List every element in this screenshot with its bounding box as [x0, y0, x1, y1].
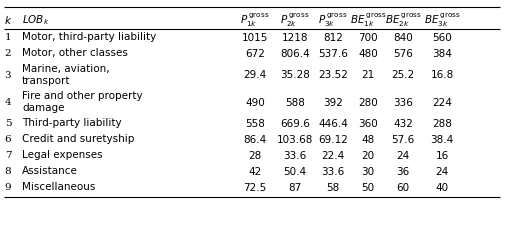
Text: 840: 840 — [393, 33, 413, 43]
Text: 432: 432 — [393, 118, 413, 128]
Text: $\mathit{LOB}_k$: $\mathit{LOB}_k$ — [22, 13, 50, 27]
Text: 4: 4 — [5, 98, 11, 106]
Text: 16.8: 16.8 — [430, 70, 454, 80]
Text: 29.4: 29.4 — [243, 70, 267, 80]
Text: Miscellaneous: Miscellaneous — [22, 181, 95, 191]
Text: 24: 24 — [436, 166, 449, 176]
Text: 446.4: 446.4 — [318, 118, 348, 128]
Text: $k$: $k$ — [4, 14, 12, 26]
Text: 392: 392 — [323, 97, 343, 107]
Text: 1: 1 — [5, 33, 11, 42]
Text: 50: 50 — [361, 182, 375, 192]
Text: $P_{2k}^{\,\mathrm{gross}}$: $P_{2k}^{\,\mathrm{gross}}$ — [280, 11, 310, 28]
Text: Motor, third-party liability: Motor, third-party liability — [22, 32, 156, 42]
Text: 24: 24 — [396, 150, 410, 160]
Text: Marine, aviation,
transport: Marine, aviation, transport — [22, 64, 110, 86]
Text: 30: 30 — [361, 166, 375, 176]
Text: 58: 58 — [327, 182, 340, 192]
Text: Third-party liability: Third-party liability — [22, 118, 122, 127]
Text: 288: 288 — [432, 118, 452, 128]
Text: 558: 558 — [245, 118, 265, 128]
Text: 2: 2 — [5, 49, 11, 58]
Text: Legal expenses: Legal expenses — [22, 149, 102, 159]
Text: $BE_{2k}^{\,\mathrm{gross}}$: $BE_{2k}^{\,\mathrm{gross}}$ — [385, 11, 421, 28]
Text: 480: 480 — [358, 49, 378, 59]
Text: 1218: 1218 — [282, 33, 308, 43]
Text: 490: 490 — [245, 97, 265, 107]
Text: 25.2: 25.2 — [391, 70, 415, 80]
Text: 384: 384 — [432, 49, 452, 59]
Text: 537.6: 537.6 — [318, 49, 348, 59]
Text: 72.5: 72.5 — [243, 182, 267, 192]
Text: 42: 42 — [248, 166, 262, 176]
Text: 38.4: 38.4 — [430, 134, 454, 144]
Text: 700: 700 — [358, 33, 378, 43]
Text: 806.4: 806.4 — [280, 49, 310, 59]
Text: 8: 8 — [5, 167, 11, 176]
Text: 336: 336 — [393, 97, 413, 107]
Text: $P_{1k}^{\,\mathrm{gross}}$: $P_{1k}^{\,\mathrm{gross}}$ — [240, 11, 270, 28]
Text: 360: 360 — [358, 118, 378, 128]
Text: 672: 672 — [245, 49, 265, 59]
Text: 7: 7 — [5, 151, 11, 160]
Text: 28: 28 — [248, 150, 262, 160]
Text: 57.6: 57.6 — [391, 134, 415, 144]
Text: 40: 40 — [436, 182, 449, 192]
Text: 5: 5 — [5, 119, 11, 128]
Text: 48: 48 — [361, 134, 375, 144]
Text: 36: 36 — [396, 166, 410, 176]
Text: 560: 560 — [432, 33, 452, 43]
Text: 50.4: 50.4 — [283, 166, 307, 176]
Text: Motor, other classes: Motor, other classes — [22, 48, 128, 58]
Text: 23.52: 23.52 — [318, 70, 348, 80]
Text: 1015: 1015 — [242, 33, 268, 43]
Text: Fire and other property
damage: Fire and other property damage — [22, 91, 142, 113]
Text: $P_{3k}^{\,\mathrm{gross}}$: $P_{3k}^{\,\mathrm{gross}}$ — [318, 11, 348, 28]
Text: 33.6: 33.6 — [283, 150, 307, 160]
Text: 103.68: 103.68 — [277, 134, 313, 144]
Text: 22.4: 22.4 — [321, 150, 345, 160]
Text: 6: 6 — [5, 135, 11, 144]
Text: 669.6: 669.6 — [280, 118, 310, 128]
Text: 33.6: 33.6 — [321, 166, 345, 176]
Text: 35.28: 35.28 — [280, 70, 310, 80]
Text: 86.4: 86.4 — [243, 134, 267, 144]
Text: 21: 21 — [361, 70, 375, 80]
Text: 20: 20 — [361, 150, 375, 160]
Text: $BE_{3k}^{\,\mathrm{gross}}$: $BE_{3k}^{\,\mathrm{gross}}$ — [423, 11, 460, 28]
Text: 224: 224 — [432, 97, 452, 107]
Text: 3: 3 — [5, 71, 11, 80]
Text: 9: 9 — [5, 183, 11, 192]
Text: 812: 812 — [323, 33, 343, 43]
Text: 60: 60 — [396, 182, 410, 192]
Text: 576: 576 — [393, 49, 413, 59]
Text: 69.12: 69.12 — [318, 134, 348, 144]
Text: 16: 16 — [436, 150, 449, 160]
Text: $BE_{1k}^{\,\mathrm{gross}}$: $BE_{1k}^{\,\mathrm{gross}}$ — [350, 11, 386, 28]
Text: 280: 280 — [358, 97, 378, 107]
Text: Credit and suretyship: Credit and suretyship — [22, 133, 134, 143]
Text: 588: 588 — [285, 97, 305, 107]
Text: Assistance: Assistance — [22, 165, 78, 175]
Text: 87: 87 — [288, 182, 302, 192]
